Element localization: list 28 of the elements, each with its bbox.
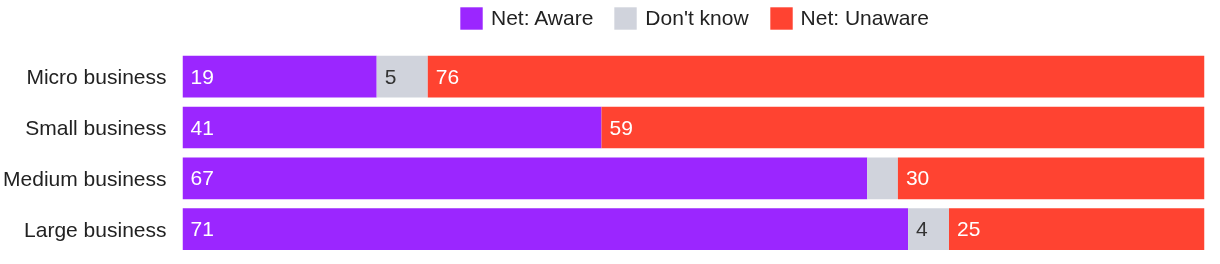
bar bbox=[427, 55, 1205, 98]
data-label: 41 bbox=[190, 115, 214, 139]
data-label: 19 bbox=[190, 64, 214, 88]
legend-label: Net: Unaware bbox=[800, 6, 929, 30]
bar bbox=[897, 157, 1205, 200]
y-tick-label: Medium business bbox=[3, 166, 167, 190]
data-label: 4 bbox=[916, 217, 929, 241]
bar bbox=[908, 208, 949, 250]
bar bbox=[182, 106, 602, 149]
data-label: 5 bbox=[384, 64, 397, 88]
bar bbox=[182, 55, 377, 98]
bar bbox=[949, 208, 1205, 250]
data-label: 25 bbox=[957, 217, 981, 241]
bar bbox=[182, 208, 909, 250]
bar bbox=[601, 106, 1205, 149]
y-tick-label: Small business bbox=[25, 116, 167, 139]
legend-label: Net: Aware bbox=[491, 6, 594, 30]
legend-label: Don't know bbox=[645, 6, 749, 30]
data-label: 30 bbox=[905, 166, 930, 190]
y-tick-label: Large business bbox=[24, 217, 167, 241]
data-label: 59 bbox=[609, 115, 633, 139]
data-label: 67 bbox=[190, 166, 214, 190]
data-label: 71 bbox=[190, 217, 214, 241]
bar bbox=[182, 157, 868, 200]
data-label: 76 bbox=[435, 64, 460, 88]
y-tick-label: Micro business bbox=[26, 65, 167, 89]
bar bbox=[376, 55, 428, 98]
bar bbox=[867, 157, 898, 200]
